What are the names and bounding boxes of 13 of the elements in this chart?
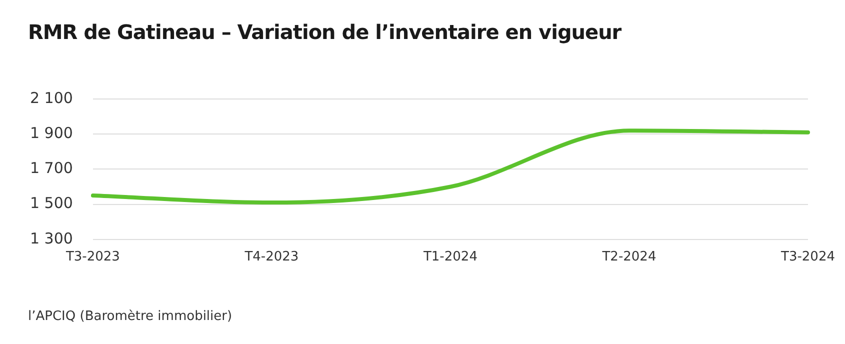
x-tick-label: T3-2024 bbox=[780, 250, 836, 265]
x-tick-label: T3-2023 bbox=[64, 250, 120, 265]
y-tick-label: 1 900 bbox=[30, 124, 73, 142]
y-tick-label: 2 100 bbox=[30, 88, 73, 107]
x-tick-label: T4-2023 bbox=[244, 250, 299, 265]
y-tick-label: 1 500 bbox=[30, 194, 73, 212]
line-series bbox=[90, 128, 810, 205]
text: l’APCIQ (Baromètre immobilier) bbox=[28, 309, 232, 324]
chart-title: RMR de Gatineau – Variation de l’inventaire en vigueur bbox=[28, 20, 622, 44]
y-tick-label: 1 300 bbox=[30, 229, 73, 248]
x-tick-label: T1-2024 bbox=[422, 250, 478, 265]
y-tick-label: 1 700 bbox=[30, 159, 73, 178]
x-tick-label: T2-2024 bbox=[601, 250, 656, 265]
